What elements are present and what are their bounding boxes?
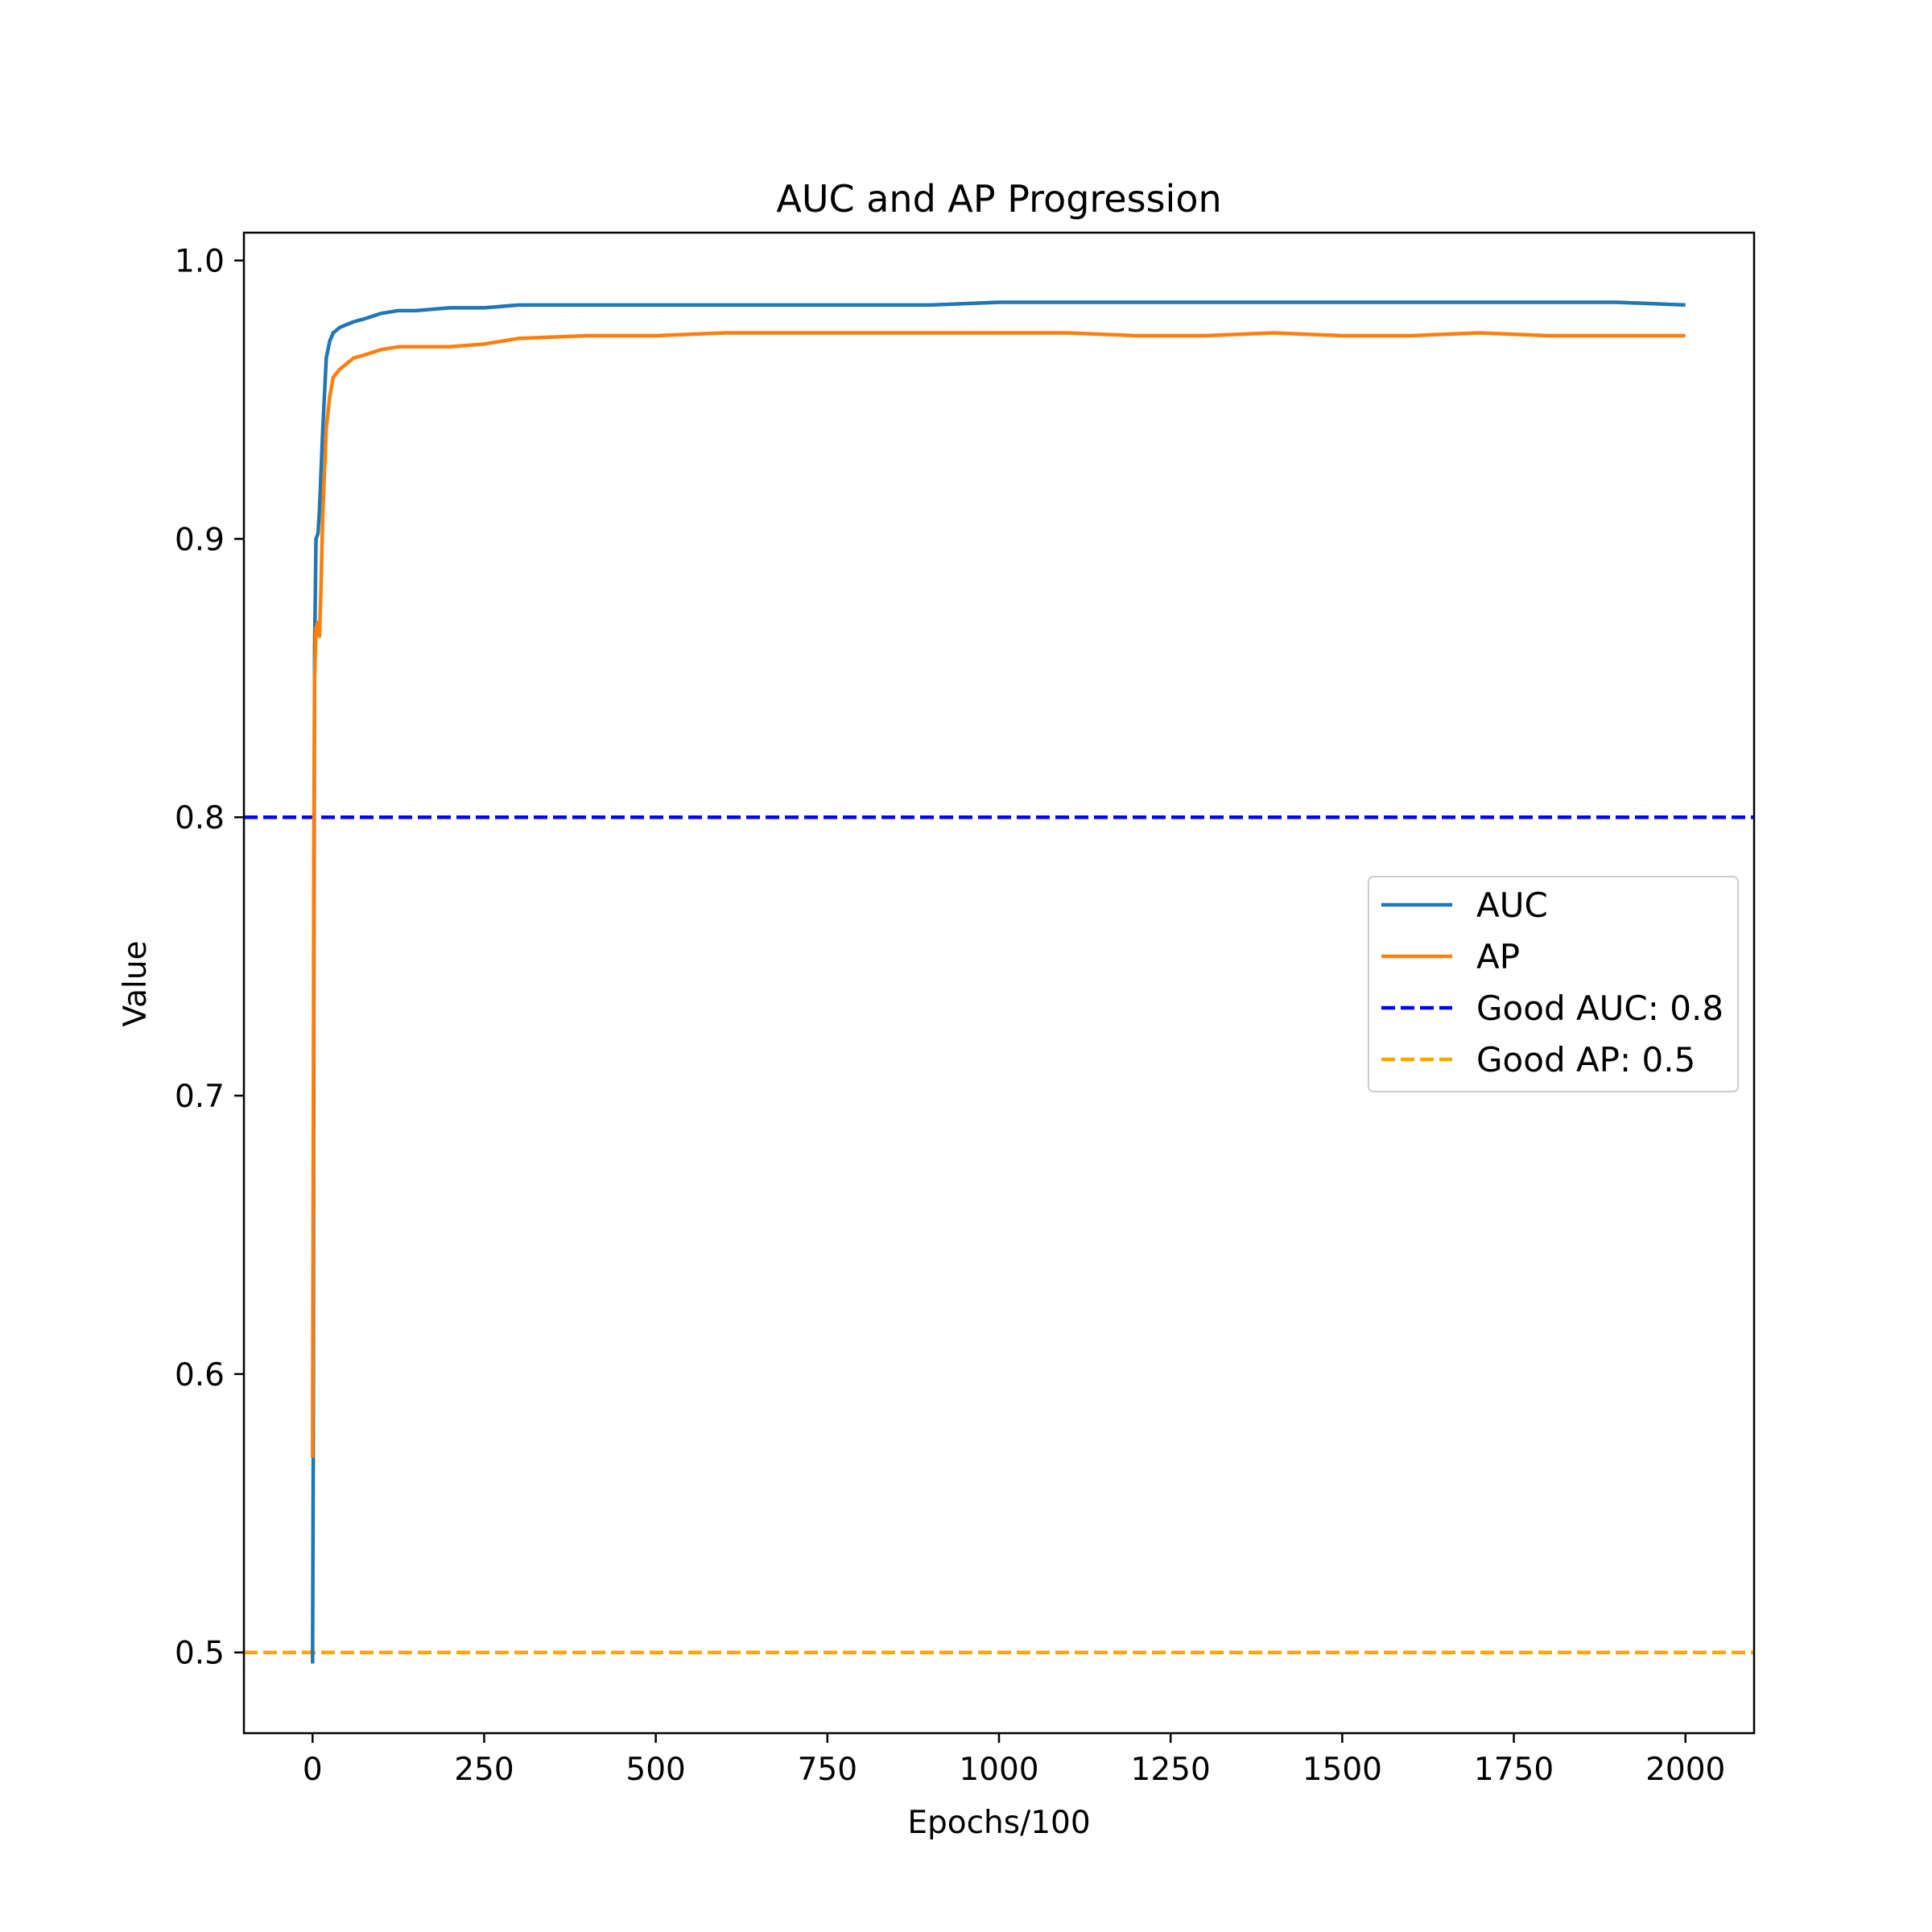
y-axis: 0.5 0.6 0.7 0.8 0.9 1.0 [175, 244, 244, 1672]
x-tick-label: 0 [303, 1752, 323, 1788]
x-tick-label: 1750 [1474, 1752, 1554, 1788]
legend-label: AUC [1476, 886, 1548, 925]
y-tick-label: 0.7 [175, 1079, 225, 1115]
y-axis-label: Value [118, 940, 154, 1026]
x-axis-label: Epochs/100 [907, 1805, 1090, 1841]
series-line-auc [311, 300, 1686, 1664]
x-tick-label: 1250 [1131, 1752, 1211, 1788]
y-tick-label: 0.9 [175, 522, 225, 558]
legend-box [1368, 876, 1739, 1092]
chart-title: AUC and AP Progression [776, 177, 1221, 221]
legend-label: AP [1476, 937, 1520, 976]
x-tick-label: 250 [454, 1752, 514, 1788]
series-lines [311, 300, 1686, 1664]
x-tick-label: 2000 [1645, 1752, 1725, 1788]
x-tick-label: 1500 [1302, 1752, 1382, 1788]
legend-label: Good AP: 0.5 [1476, 1040, 1695, 1080]
y-tick-label: 1.0 [175, 244, 225, 280]
y-tick-label: 0.5 [175, 1636, 225, 1672]
reference-lines [244, 815, 1754, 1654]
y-tick-label: 0.8 [175, 800, 225, 836]
x-axis: 0 250 500 750 1000 1250 1500 1750 2000 [303, 1733, 1725, 1788]
legend: AUC AP Good AUC: 0.8 Good AP: 0.5 [1368, 876, 1739, 1092]
x-tick-label: 1000 [959, 1752, 1038, 1788]
y-tick-label: 0.6 [175, 1357, 225, 1393]
legend-label: Good AUC: 0.8 [1476, 989, 1724, 1028]
series-line-ap [311, 331, 1686, 1458]
x-tick-label: 750 [798, 1752, 857, 1788]
x-tick-label: 500 [625, 1752, 685, 1788]
